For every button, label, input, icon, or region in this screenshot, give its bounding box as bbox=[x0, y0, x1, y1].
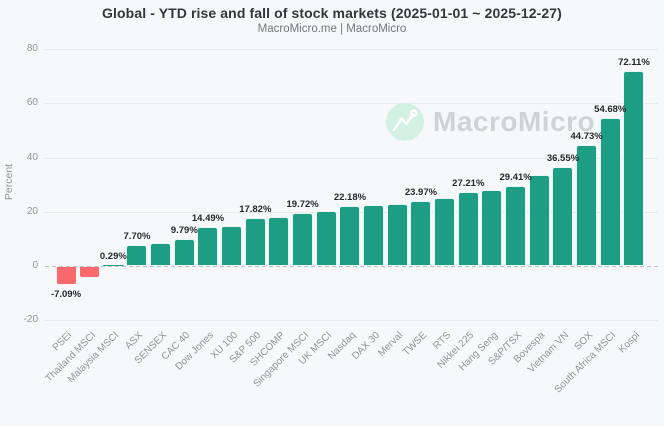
bar-vietnam-vn[interactable] bbox=[552, 166, 574, 266]
y-tick-label: 0 bbox=[32, 260, 38, 271]
bar-value-label: 14.49% bbox=[191, 212, 225, 224]
bar-value-label: 19.72% bbox=[286, 198, 319, 210]
bar-value-label: 72.11% bbox=[618, 56, 650, 68]
bar-value-label: -7.09% bbox=[50, 289, 82, 301]
y-gridline bbox=[45, 320, 658, 322]
bar-sensex[interactable] bbox=[150, 242, 172, 266]
watermark: MacroMicro bbox=[386, 103, 595, 141]
bar-value-label: 9.79% bbox=[170, 225, 198, 237]
bar-nikkei-225[interactable] bbox=[457, 192, 479, 266]
y-axis-title: Percent bbox=[3, 163, 15, 201]
bar-psei[interactable] bbox=[55, 266, 77, 286]
chart-subtitle: MacroMicro.me | MacroMicro bbox=[257, 23, 407, 35]
y-gridline bbox=[45, 157, 658, 159]
bar-rts[interactable] bbox=[434, 198, 456, 266]
bar-xu-100[interactable] bbox=[221, 226, 243, 266]
bar-thailand-msci[interactable] bbox=[79, 266, 101, 278]
bar-value-label: 36.55% bbox=[546, 152, 580, 164]
bar-value-label: 7.70% bbox=[123, 231, 151, 243]
bar-value-label: 0.29% bbox=[99, 251, 127, 263]
bar-value-label: 23.97% bbox=[404, 187, 438, 199]
y-gridline bbox=[45, 49, 658, 51]
bar-kospi[interactable] bbox=[623, 70, 645, 266]
bar-s-p-tsx[interactable] bbox=[505, 186, 527, 266]
bar-malaysia-msci[interactable] bbox=[102, 265, 124, 267]
y-gridline bbox=[45, 103, 658, 105]
bar-hang-seng[interactable] bbox=[481, 190, 503, 266]
y-tick-label: 20 bbox=[26, 205, 38, 217]
bar-twse[interactable] bbox=[410, 201, 432, 266]
bar-asx[interactable] bbox=[126, 245, 148, 266]
bar-value-label: 27.21% bbox=[452, 178, 485, 190]
bar-cac-40[interactable] bbox=[173, 239, 195, 266]
chart-title: Global - YTD rise and fall of stock mark… bbox=[102, 5, 562, 21]
y-tick-label: -20 bbox=[23, 314, 38, 326]
bar-bovespa[interactable] bbox=[528, 175, 550, 266]
bar-singapore-msci[interactable] bbox=[292, 212, 314, 266]
bar-value-label: 44.73% bbox=[570, 130, 603, 142]
macromicro-logo-icon bbox=[386, 103, 424, 141]
bar-dax-30[interactable] bbox=[363, 205, 385, 266]
bar-s-p-500[interactable] bbox=[244, 217, 266, 266]
bar-merval[interactable] bbox=[386, 203, 408, 266]
bar-shcomp[interactable] bbox=[268, 216, 290, 266]
bar-dow-jones[interactable] bbox=[197, 226, 219, 266]
watermark-text: MacroMicro bbox=[433, 106, 596, 137]
bar-south-africa-msci[interactable] bbox=[599, 117, 621, 266]
y-tick-label: 80 bbox=[26, 43, 38, 55]
bar-value-label: 22.18% bbox=[333, 191, 367, 203]
bar-sox[interactable] bbox=[576, 144, 598, 266]
bar-value-label: 54.68% bbox=[594, 103, 627, 115]
bar-value-label: 29.41% bbox=[499, 172, 532, 184]
y-tick-label: 60 bbox=[26, 97, 38, 109]
bar-uk-msci[interactable] bbox=[315, 210, 337, 266]
zero-plot-line bbox=[45, 266, 658, 267]
y-tick-label: 40 bbox=[26, 151, 38, 163]
bar-value-label: 17.82% bbox=[239, 203, 272, 215]
bar-nasdaq[interactable] bbox=[339, 205, 361, 266]
